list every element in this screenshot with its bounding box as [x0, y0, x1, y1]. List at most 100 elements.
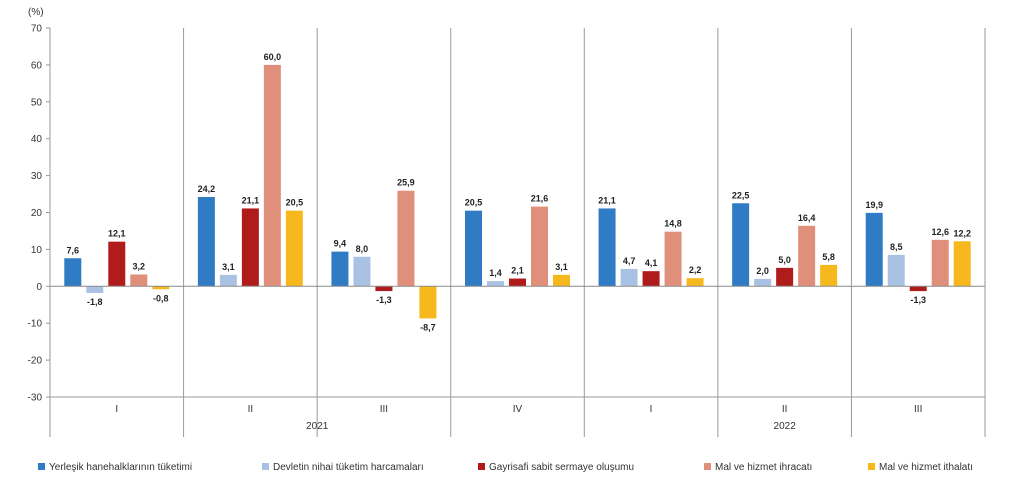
data-label: 60,0 — [264, 52, 282, 62]
data-label: 14,8 — [664, 219, 682, 229]
data-label: 4,1 — [645, 258, 658, 268]
data-label: 3,1 — [222, 262, 235, 272]
legend-entry: Gayrisafi sabit sermaye oluşumu — [489, 462, 634, 473]
bar — [887, 254, 905, 287]
bar — [487, 281, 504, 287]
bar — [642, 271, 660, 287]
data-label: 12,6 — [931, 227, 949, 237]
legend-swatch — [704, 463, 711, 470]
bar — [664, 231, 682, 287]
data-label: 2,1 — [511, 266, 524, 276]
x-category-label: II — [782, 404, 788, 415]
y-tick-label: 50 — [31, 97, 43, 108]
bar — [263, 64, 281, 287]
data-label: 21,1 — [242, 195, 260, 205]
y-tick-label: 60 — [31, 60, 43, 71]
y-unit-label: (%) — [28, 7, 44, 18]
x-category-label: III — [380, 404, 388, 415]
x-category-label: I — [650, 404, 653, 415]
legend-swatch — [262, 463, 269, 470]
data-label: 20,5 — [286, 198, 304, 208]
data-label: -1,3 — [910, 295, 926, 305]
data-label: 12,2 — [953, 228, 971, 238]
bar — [241, 208, 259, 287]
y-tick-label: 10 — [31, 245, 43, 256]
data-label: 9,4 — [334, 239, 347, 249]
data-label: -8,7 — [420, 322, 436, 332]
y-tick-label: -10 — [28, 319, 43, 330]
data-label: 1,4 — [489, 268, 502, 278]
x-category-label: III — [914, 404, 922, 415]
data-label: 4,7 — [623, 256, 636, 266]
data-label: 21,1 — [598, 195, 616, 205]
legend-entry: Yerleşik hanehalklarının tüketimi — [49, 462, 192, 473]
bar — [86, 286, 104, 293]
bar — [197, 197, 215, 287]
bar — [820, 264, 838, 287]
bar — [686, 278, 704, 287]
data-label: 24,2 — [198, 184, 216, 194]
legend-entry: Mal ve hizmet ithalatı — [879, 462, 973, 473]
legend-swatch — [38, 463, 45, 470]
data-label: 7,6 — [67, 245, 80, 255]
data-label: 20,5 — [465, 198, 483, 208]
bar — [909, 286, 927, 292]
bar — [931, 239, 949, 287]
legend-entry: Devletin nihai tüketim harcamaları — [273, 462, 424, 473]
data-label: 19,9 — [865, 200, 883, 210]
x-group-label: 2021 — [306, 421, 329, 432]
y-tick-label: 70 — [31, 24, 43, 35]
data-label: 2,0 — [756, 266, 769, 276]
y-tick-label: -30 — [28, 393, 43, 404]
bar — [509, 278, 526, 287]
y-tick-label: 40 — [31, 134, 43, 145]
data-label: -1,8 — [87, 297, 103, 307]
data-label: 16,4 — [798, 213, 816, 223]
bar — [598, 208, 616, 287]
data-label: -0,8 — [153, 293, 169, 303]
y-tick-label: 0 — [36, 282, 42, 293]
bar — [397, 190, 415, 287]
bar — [285, 210, 303, 287]
data-label: 2,2 — [689, 265, 702, 275]
y-tick-label: 20 — [31, 208, 43, 219]
y-tick-label: -20 — [28, 356, 43, 367]
bar — [865, 212, 883, 287]
bar — [531, 206, 548, 287]
data-label: 8,0 — [356, 244, 369, 254]
legend-swatch — [868, 463, 875, 470]
x-category-label: II — [248, 404, 254, 415]
x-category-label: I — [115, 404, 118, 415]
bar — [776, 267, 794, 287]
data-label: 12,1 — [108, 229, 126, 239]
y-tick-label: 30 — [31, 171, 43, 182]
data-label: 21,6 — [531, 194, 549, 204]
data-label: 5,8 — [822, 252, 835, 262]
bar — [419, 286, 437, 319]
bar — [375, 286, 393, 292]
bar — [64, 258, 82, 287]
data-label: 25,9 — [397, 178, 415, 188]
bar — [130, 274, 148, 287]
bar — [798, 225, 816, 287]
data-label: 8,5 — [890, 242, 903, 252]
data-label: -1,3 — [376, 295, 392, 305]
bar — [108, 241, 126, 287]
legend-swatch — [478, 463, 485, 470]
x-group-label: 2022 — [774, 421, 797, 432]
bar — [465, 210, 482, 287]
data-label: 5,0 — [778, 255, 791, 265]
bar — [732, 203, 750, 287]
bar — [620, 268, 638, 287]
data-label: 22,5 — [732, 190, 750, 200]
bar — [152, 286, 170, 290]
bar — [331, 251, 349, 287]
bar — [953, 241, 971, 287]
bar — [219, 274, 237, 287]
data-label: 3,2 — [133, 261, 146, 271]
x-category-label: IV — [513, 404, 523, 415]
legend-entry: Mal ve hizmet ihracatı — [715, 462, 812, 473]
bar — [754, 278, 772, 287]
